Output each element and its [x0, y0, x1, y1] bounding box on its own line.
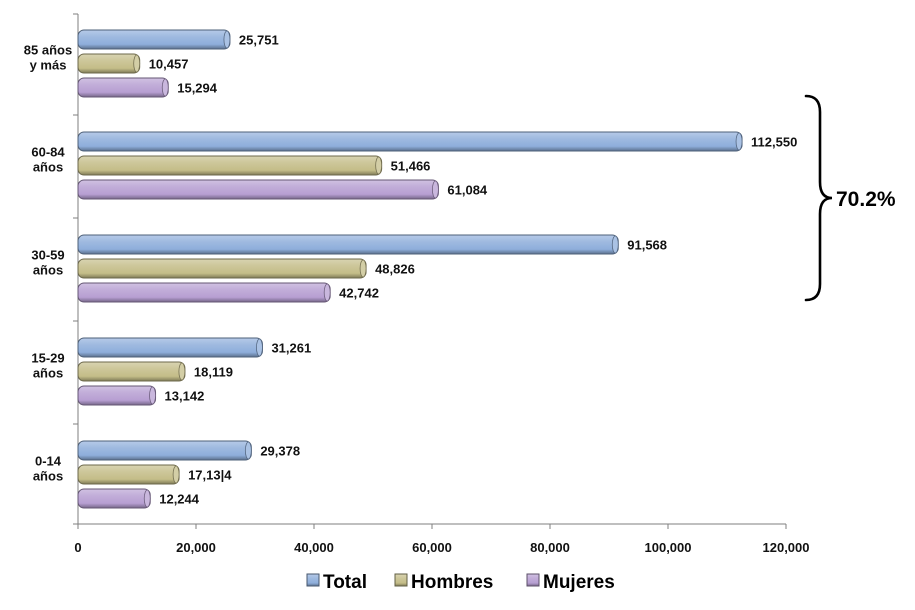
data-label: 61,084 [447, 183, 488, 198]
x-tick-label: 80,000 [530, 540, 570, 555]
bar-end-cap [161, 78, 169, 97]
legend-swatch-hombres [394, 573, 408, 587]
bar-end-cap [323, 283, 331, 302]
bar-hombres-0 [77, 53, 141, 74]
x-tick-label: 0 [74, 540, 81, 555]
bar-hombres-3 [77, 361, 186, 382]
data-label: 91,568 [627, 238, 667, 253]
legend-swatch-total [306, 573, 320, 587]
bar-end-cap [172, 465, 180, 484]
data-label: 48,826 [375, 262, 415, 277]
bar-end-cap [735, 132, 743, 151]
data-label: 10,457 [149, 57, 189, 72]
data-label: 31,261 [271, 341, 311, 356]
labels-layer: 85 años y más 60-84 años 30-59 años 15-29 años 0… [24, 33, 798, 507]
bar-end-cap [431, 180, 439, 199]
data-label: 18,119 [194, 365, 233, 380]
data-label: 51,466 [391, 159, 431, 174]
bar-end-cap [359, 259, 367, 278]
annotation-label: 70.2% [836, 188, 896, 211]
legend-label-mujeres: Mujeres [543, 572, 615, 593]
data-label: 17,13|4 [188, 468, 232, 483]
legend-label-total: Total [323, 572, 367, 593]
category-label: 30-59 años [31, 248, 64, 278]
bar-hombres-2 [77, 258, 367, 279]
x-tick-label: 100,000 [645, 540, 692, 555]
bars-layer [77, 29, 743, 509]
category-label: 15-29 años [31, 351, 64, 381]
bar-hombres-4 [77, 464, 180, 485]
bar-end-cap [178, 362, 186, 381]
legend-label-hombres: Hombres [411, 572, 493, 593]
bar-end-cap [143, 489, 151, 508]
data-label: 15,294 [177, 81, 218, 96]
bar-total-3 [77, 337, 263, 358]
data-label: 13,142 [165, 389, 205, 404]
bar-mujeres-3 [77, 385, 157, 406]
bar-total-4 [77, 440, 252, 461]
data-label: 25,751 [239, 33, 279, 48]
x-tick-label: 40,000 [294, 540, 334, 555]
data-label: 112,550 [751, 135, 797, 150]
data-label: 42,742 [339, 286, 379, 301]
bar-mujeres-2 [77, 282, 331, 303]
legend-swatch-mujeres [526, 573, 540, 587]
bar-end-cap [223, 30, 231, 49]
bar-end-cap [375, 156, 383, 175]
bar-end-cap [149, 386, 156, 405]
bar-end-cap [611, 235, 619, 254]
x-tick-label: 120,000 [763, 540, 810, 555]
bar-total-2 [77, 234, 619, 255]
x-tick-label: 20,000 [176, 540, 216, 555]
bar-mujeres-0 [77, 77, 169, 98]
bar-end-cap [256, 338, 263, 357]
bar-end-cap [244, 441, 252, 460]
bar-hombres-1 [77, 155, 383, 176]
legend-layer: Total Hombres Mujeres [306, 572, 615, 593]
category-label: 60-84 años [31, 145, 65, 175]
data-label: 29,378 [260, 444, 300, 459]
category-label: 85 años y más [24, 43, 72, 73]
category-label: 0-14 años [33, 454, 63, 484]
bar-total-1 [77, 131, 743, 152]
bar-mujeres-4 [77, 488, 151, 509]
bar-total-0 [77, 29, 231, 50]
bar-end-cap [133, 54, 141, 73]
bar-mujeres-1 [77, 179, 439, 200]
annotation-layer: 70.2% [804, 94, 896, 302]
axis-layer: 0 20,000 40,000 60,000 80,000 100,000 120,000 [73, 13, 810, 555]
x-tick-label: 60,000 [412, 540, 452, 555]
data-label: 12,244 [159, 492, 200, 507]
curly-brace [804, 94, 833, 302]
